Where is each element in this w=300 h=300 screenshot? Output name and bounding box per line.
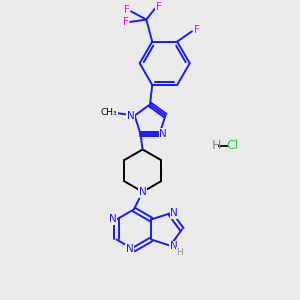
Text: CH₃: CH₃	[101, 108, 117, 117]
Text: N: N	[127, 111, 135, 121]
Text: N: N	[170, 241, 178, 251]
Text: H: H	[176, 248, 183, 256]
Text: N: N	[109, 214, 116, 224]
Text: N: N	[139, 188, 146, 197]
Text: H: H	[212, 139, 221, 152]
Text: F: F	[194, 25, 200, 35]
Text: Cl: Cl	[226, 139, 238, 152]
Text: N: N	[126, 244, 134, 254]
Text: F: F	[123, 17, 129, 27]
Text: N: N	[160, 129, 167, 139]
Text: F: F	[156, 2, 162, 12]
Text: N: N	[170, 208, 178, 218]
Text: F: F	[124, 5, 130, 15]
